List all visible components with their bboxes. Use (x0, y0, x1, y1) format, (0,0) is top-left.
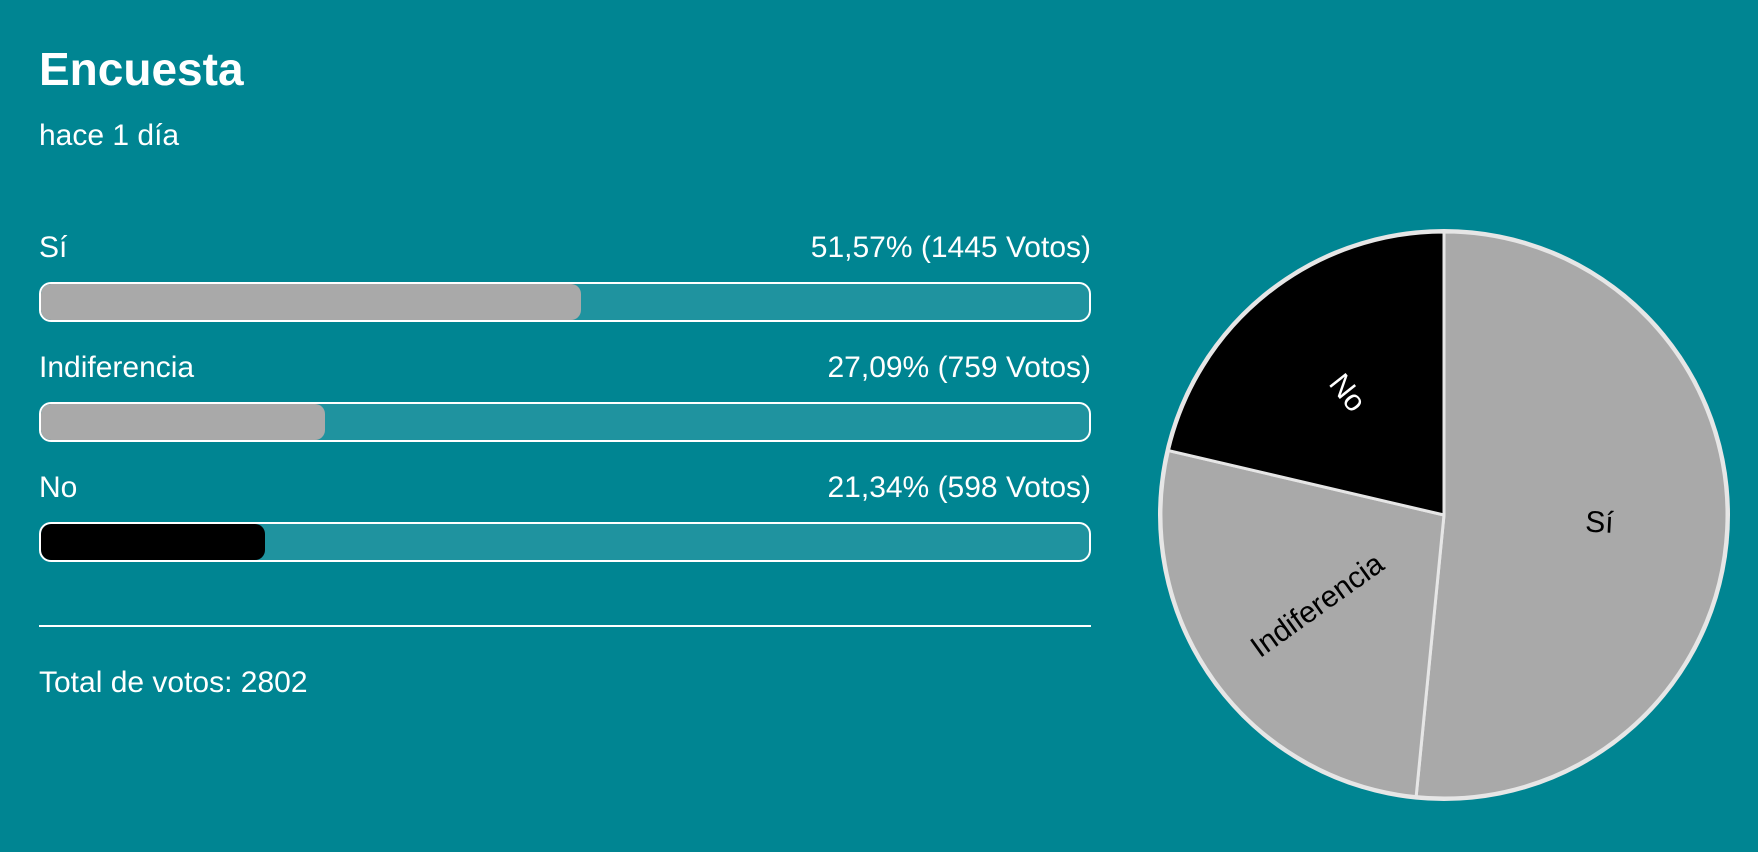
poll-option-indiferencia[interactable]: Indiferencia 27,09% (759 Votos) (39, 350, 1091, 470)
total-votes: Total de votos: 2802 (39, 666, 308, 699)
poll-option-no[interactable]: No 21,34% (598 Votos) (39, 470, 1091, 590)
progress-bar-track (39, 282, 1091, 322)
progress-bar-fill (41, 284, 582, 320)
pie-slice-label-0: Sí (1584, 505, 1615, 539)
progress-bar-track (39, 522, 1091, 562)
poll-option-si[interactable]: Sí 51,57% (1445 Votos) (39, 230, 1091, 350)
option-label: No (39, 471, 78, 504)
progress-bar-fill (41, 524, 265, 560)
progress-bar-track (39, 402, 1091, 442)
pie-slice-0 (1414, 230, 1729, 800)
poll-title: Encuesta (39, 43, 244, 95)
option-stats: 27,09% (759 Votos) (827, 351, 1091, 384)
pie-slice-1 (1159, 449, 1446, 799)
poll-time-ago: hace 1 día (39, 119, 180, 152)
divider (39, 625, 1091, 627)
pie-slice-2 (1166, 230, 1446, 517)
option-stats: 21,34% (598 Votos) (827, 471, 1091, 504)
option-label: Sí (39, 231, 68, 264)
poll-options: Sí 51,57% (1445 Votos) Indiferencia 27,0… (39, 230, 1091, 590)
option-stats: 51,57% (1445 Votos) (810, 231, 1091, 264)
progress-bar-fill (41, 404, 325, 440)
option-label: Indiferencia (39, 351, 195, 384)
